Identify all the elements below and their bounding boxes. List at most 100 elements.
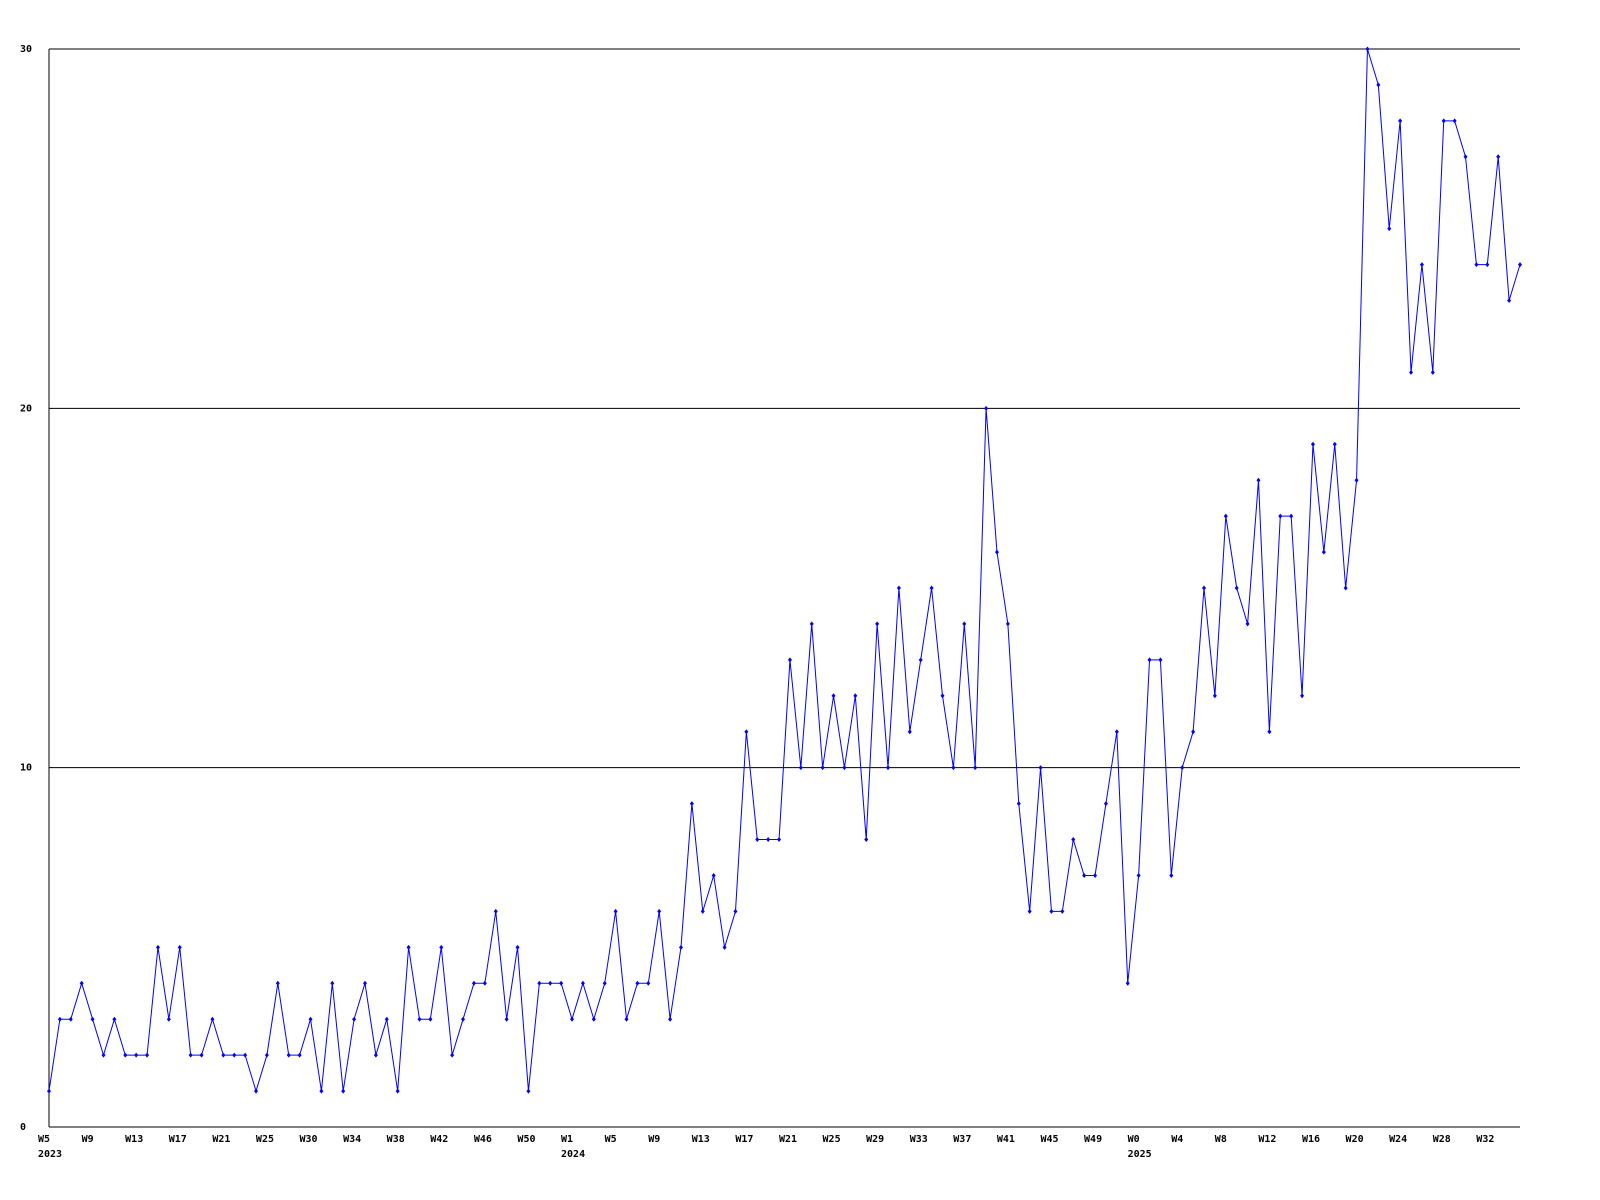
point [809, 621, 814, 627]
point [308, 1016, 313, 1022]
point [678, 944, 683, 950]
point [1191, 729, 1196, 735]
point [733, 908, 738, 914]
x-tick-label: W13 [125, 1134, 143, 1145]
point [417, 1016, 422, 1022]
point [820, 765, 825, 771]
point [864, 837, 869, 843]
x-tick-label: W41 [997, 1134, 1015, 1145]
point [199, 1052, 204, 1058]
x-tick-label: W20 [1346, 1134, 1364, 1145]
point [570, 1016, 575, 1022]
point [210, 1016, 215, 1022]
point [515, 944, 520, 950]
point [624, 1016, 629, 1022]
point [1234, 585, 1239, 591]
point [450, 1052, 455, 1058]
point [1005, 621, 1010, 627]
point [1463, 154, 1468, 160]
point [755, 837, 760, 843]
point [940, 693, 945, 699]
point [1169, 872, 1174, 878]
x-tick-label: W50 [517, 1134, 535, 1145]
year-label: 2023 [38, 1149, 62, 1160]
point [798, 765, 803, 771]
point [101, 1052, 106, 1058]
point [254, 1088, 259, 1094]
x-tick-label: W12 [1258, 1134, 1276, 1145]
point [896, 585, 901, 591]
point [1310, 441, 1315, 447]
x-tick-label: W4 [1171, 1134, 1183, 1145]
point [1082, 872, 1087, 878]
point [668, 1016, 673, 1022]
point [907, 729, 912, 735]
point [744, 729, 749, 735]
point [1485, 262, 1490, 268]
point [1202, 585, 1207, 591]
point [951, 765, 956, 771]
point [341, 1088, 346, 1094]
point [428, 1016, 433, 1022]
point [1419, 262, 1424, 268]
point [1332, 441, 1337, 447]
point [330, 980, 335, 986]
point [1321, 549, 1326, 555]
point [461, 1016, 466, 1022]
point [537, 980, 542, 986]
point [1278, 513, 1283, 519]
x-tick-label: W17 [735, 1134, 753, 1145]
point [657, 908, 662, 914]
point [700, 908, 705, 914]
point [1038, 765, 1043, 771]
point [352, 1016, 357, 1022]
x-tick-label: W37 [953, 1134, 971, 1145]
point [689, 801, 694, 807]
point [1507, 298, 1512, 304]
point [1114, 729, 1119, 735]
point [1093, 872, 1098, 878]
point [929, 585, 934, 591]
y-tick-label: 30 [20, 44, 32, 55]
point [439, 944, 444, 950]
point [1071, 837, 1076, 843]
line [48, 48, 1521, 1093]
point [1376, 82, 1381, 88]
point [1256, 477, 1261, 483]
point [395, 1088, 400, 1094]
x-tick-label: W21 [212, 1134, 230, 1145]
x-tick-label: W5 [38, 1134, 50, 1145]
point [47, 1088, 51, 1094]
x-tick-label: W24 [1389, 1134, 1407, 1145]
point [886, 765, 891, 771]
point [613, 908, 618, 914]
x-tick-label: W34 [343, 1134, 361, 1145]
x-tick-label: W42 [430, 1134, 448, 1145]
point [221, 1052, 226, 1058]
x-tick-label: W0 [1128, 1134, 1140, 1145]
point [406, 944, 411, 950]
point [155, 944, 160, 950]
x-tick-label: W13 [692, 1134, 710, 1145]
point [591, 1016, 596, 1022]
x-tick-label: W45 [1040, 1134, 1058, 1145]
x-tick-label: W21 [779, 1134, 797, 1145]
point [711, 872, 716, 878]
point [1060, 908, 1065, 914]
x-tick-label: W5 [605, 1134, 617, 1145]
point [853, 693, 858, 699]
point [842, 765, 847, 771]
point [1398, 118, 1403, 124]
point [962, 621, 967, 627]
point [166, 1016, 171, 1022]
point [548, 980, 553, 986]
point [777, 837, 782, 843]
point [134, 1052, 139, 1058]
point [1496, 154, 1501, 160]
point [787, 657, 792, 663]
point [984, 405, 989, 411]
x-tick-label: W32 [1476, 1134, 1494, 1145]
y-tick-label: 0 [20, 1122, 26, 1133]
point [1223, 513, 1228, 519]
